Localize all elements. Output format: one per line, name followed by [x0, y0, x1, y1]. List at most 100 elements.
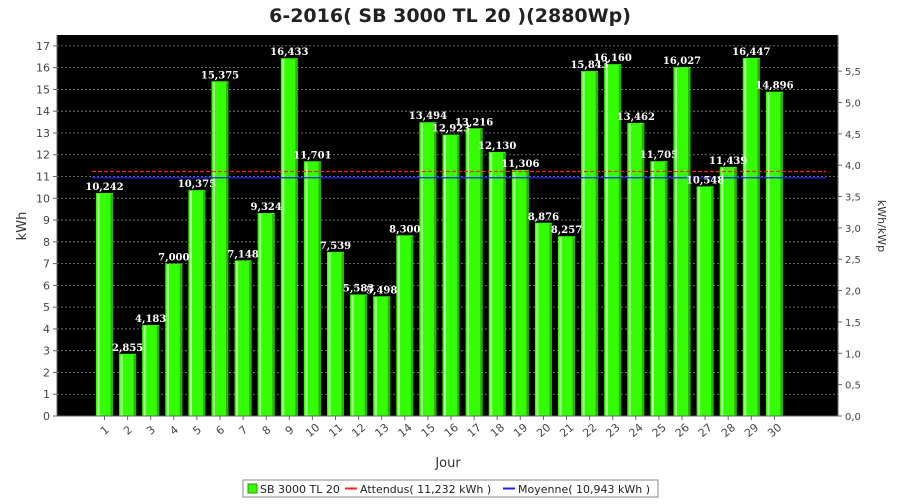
bar-highlight — [559, 237, 562, 416]
bar — [373, 296, 391, 416]
y-tick-label: 6 — [43, 279, 50, 292]
bar — [442, 134, 460, 416]
y-tick-label: 17 — [36, 40, 50, 53]
y-tick-label: 14 — [36, 105, 50, 118]
bar-highlight — [397, 236, 400, 416]
bar-value-label: 15,375 — [201, 70, 239, 81]
x-tick-label: 4 — [167, 423, 181, 437]
x-tick-label: 23 — [603, 421, 622, 440]
y-tick-label: 7 — [43, 258, 50, 271]
bar-highlight — [490, 152, 493, 416]
bar-shade — [549, 223, 552, 416]
y-tick-label: 3 — [43, 345, 50, 358]
bar — [257, 213, 275, 416]
bar — [303, 161, 321, 416]
bar-value-label: 15,843 — [570, 60, 608, 71]
bar-highlight — [675, 68, 677, 417]
x-tick-label: 11 — [326, 421, 345, 440]
x-tick-label: 6 — [213, 423, 227, 437]
bar-fill — [627, 122, 645, 416]
y2-tick-label: 3,5 — [845, 193, 861, 204]
bar-fill — [234, 260, 252, 416]
bar-highlight — [213, 82, 215, 416]
y-tick-label: 15 — [36, 83, 50, 96]
bar — [604, 64, 622, 417]
bar — [396, 235, 414, 416]
reference-lines — [92, 170, 826, 179]
x-tick-label: 3 — [144, 423, 158, 437]
bar — [188, 190, 206, 416]
bar-value-label: 11,306 — [501, 159, 539, 170]
bar — [234, 260, 252, 416]
bar-shade — [641, 123, 645, 416]
bar-highlight — [97, 194, 100, 416]
bar-value-label: 12,130 — [478, 141, 516, 152]
legend-box — [242, 479, 659, 498]
bar-fill — [280, 58, 298, 417]
bar — [142, 324, 160, 416]
bar-shade — [341, 252, 344, 416]
bar-highlight — [744, 58, 747, 416]
bar-highlight — [282, 59, 285, 417]
bar-fill — [442, 134, 460, 416]
bar-value-label: 13,494 — [409, 111, 447, 122]
bar-value-label: 16,433 — [270, 47, 308, 58]
bar-shade — [410, 236, 414, 416]
bar-highlight — [143, 325, 146, 416]
x-tick-label: 5 — [190, 423, 204, 437]
x-tick-label: 17 — [465, 421, 484, 440]
bar-value-label: 10,548 — [686, 175, 724, 186]
bar-fill — [373, 296, 391, 416]
y2-tick-label: 1,0 — [845, 349, 861, 360]
y-tick-label: 10 — [36, 192, 50, 205]
y-tick-label: 5 — [43, 301, 50, 314]
x-tick-label: 22 — [580, 421, 599, 440]
bar-value-label: 10,242 — [85, 182, 123, 193]
x-axis: 1 2 3 4 5 6 7 8 9 10 11 12 13 14 15 16 17 18 19 20 21 22 23 24 2… — [57, 415, 838, 440]
bar-fill — [719, 166, 737, 416]
bar-highlight — [166, 264, 169, 416]
x-tick-label: 13 — [372, 421, 391, 440]
bar-fill — [96, 193, 113, 416]
y-axis-label: kWh — [15, 212, 30, 241]
bar-value-label: 12,923 — [432, 124, 470, 135]
x-tick-label: 20 — [534, 421, 553, 440]
bar — [419, 122, 437, 416]
bar-value-label: 10,375 — [178, 179, 216, 190]
y2-tick-label: 3,0 — [845, 224, 861, 235]
y-tick-label: 2 — [43, 366, 50, 379]
bar-fill — [696, 186, 714, 416]
legend-swatch-bars — [247, 483, 258, 494]
y2-tick-label: 2,5 — [845, 255, 861, 266]
bar-value-label: 5,583 — [343, 283, 374, 294]
bar-shade — [110, 194, 113, 416]
bar-shade — [457, 135, 460, 416]
bar-fill — [465, 128, 483, 416]
x-tick-label: 15 — [419, 421, 438, 440]
y-tick-label: 9 — [43, 214, 50, 227]
bar-highlight — [767, 92, 770, 416]
bar — [211, 81, 229, 416]
bar — [534, 222, 552, 416]
bar — [350, 294, 368, 416]
bar-fill — [396, 235, 414, 416]
bar-highlight — [328, 252, 331, 416]
y-tick-label: 1 — [43, 388, 50, 401]
x-tick-label: 9 — [283, 423, 297, 437]
bar-value-label: 14,896 — [755, 81, 793, 92]
x-tick-label: 29 — [742, 421, 761, 440]
bar-shade — [757, 58, 760, 416]
y-tick-label: 11 — [36, 171, 50, 184]
bar-fill — [673, 67, 691, 417]
bar-highlight — [651, 162, 654, 416]
bar — [742, 57, 760, 416]
bar — [719, 166, 737, 416]
bar-highlight — [605, 65, 608, 417]
bar-highlight — [513, 170, 516, 416]
bar — [511, 169, 529, 416]
bar-shade — [295, 59, 298, 417]
bar-shade — [133, 354, 137, 416]
bar-shade — [202, 191, 206, 416]
bar — [765, 91, 783, 416]
